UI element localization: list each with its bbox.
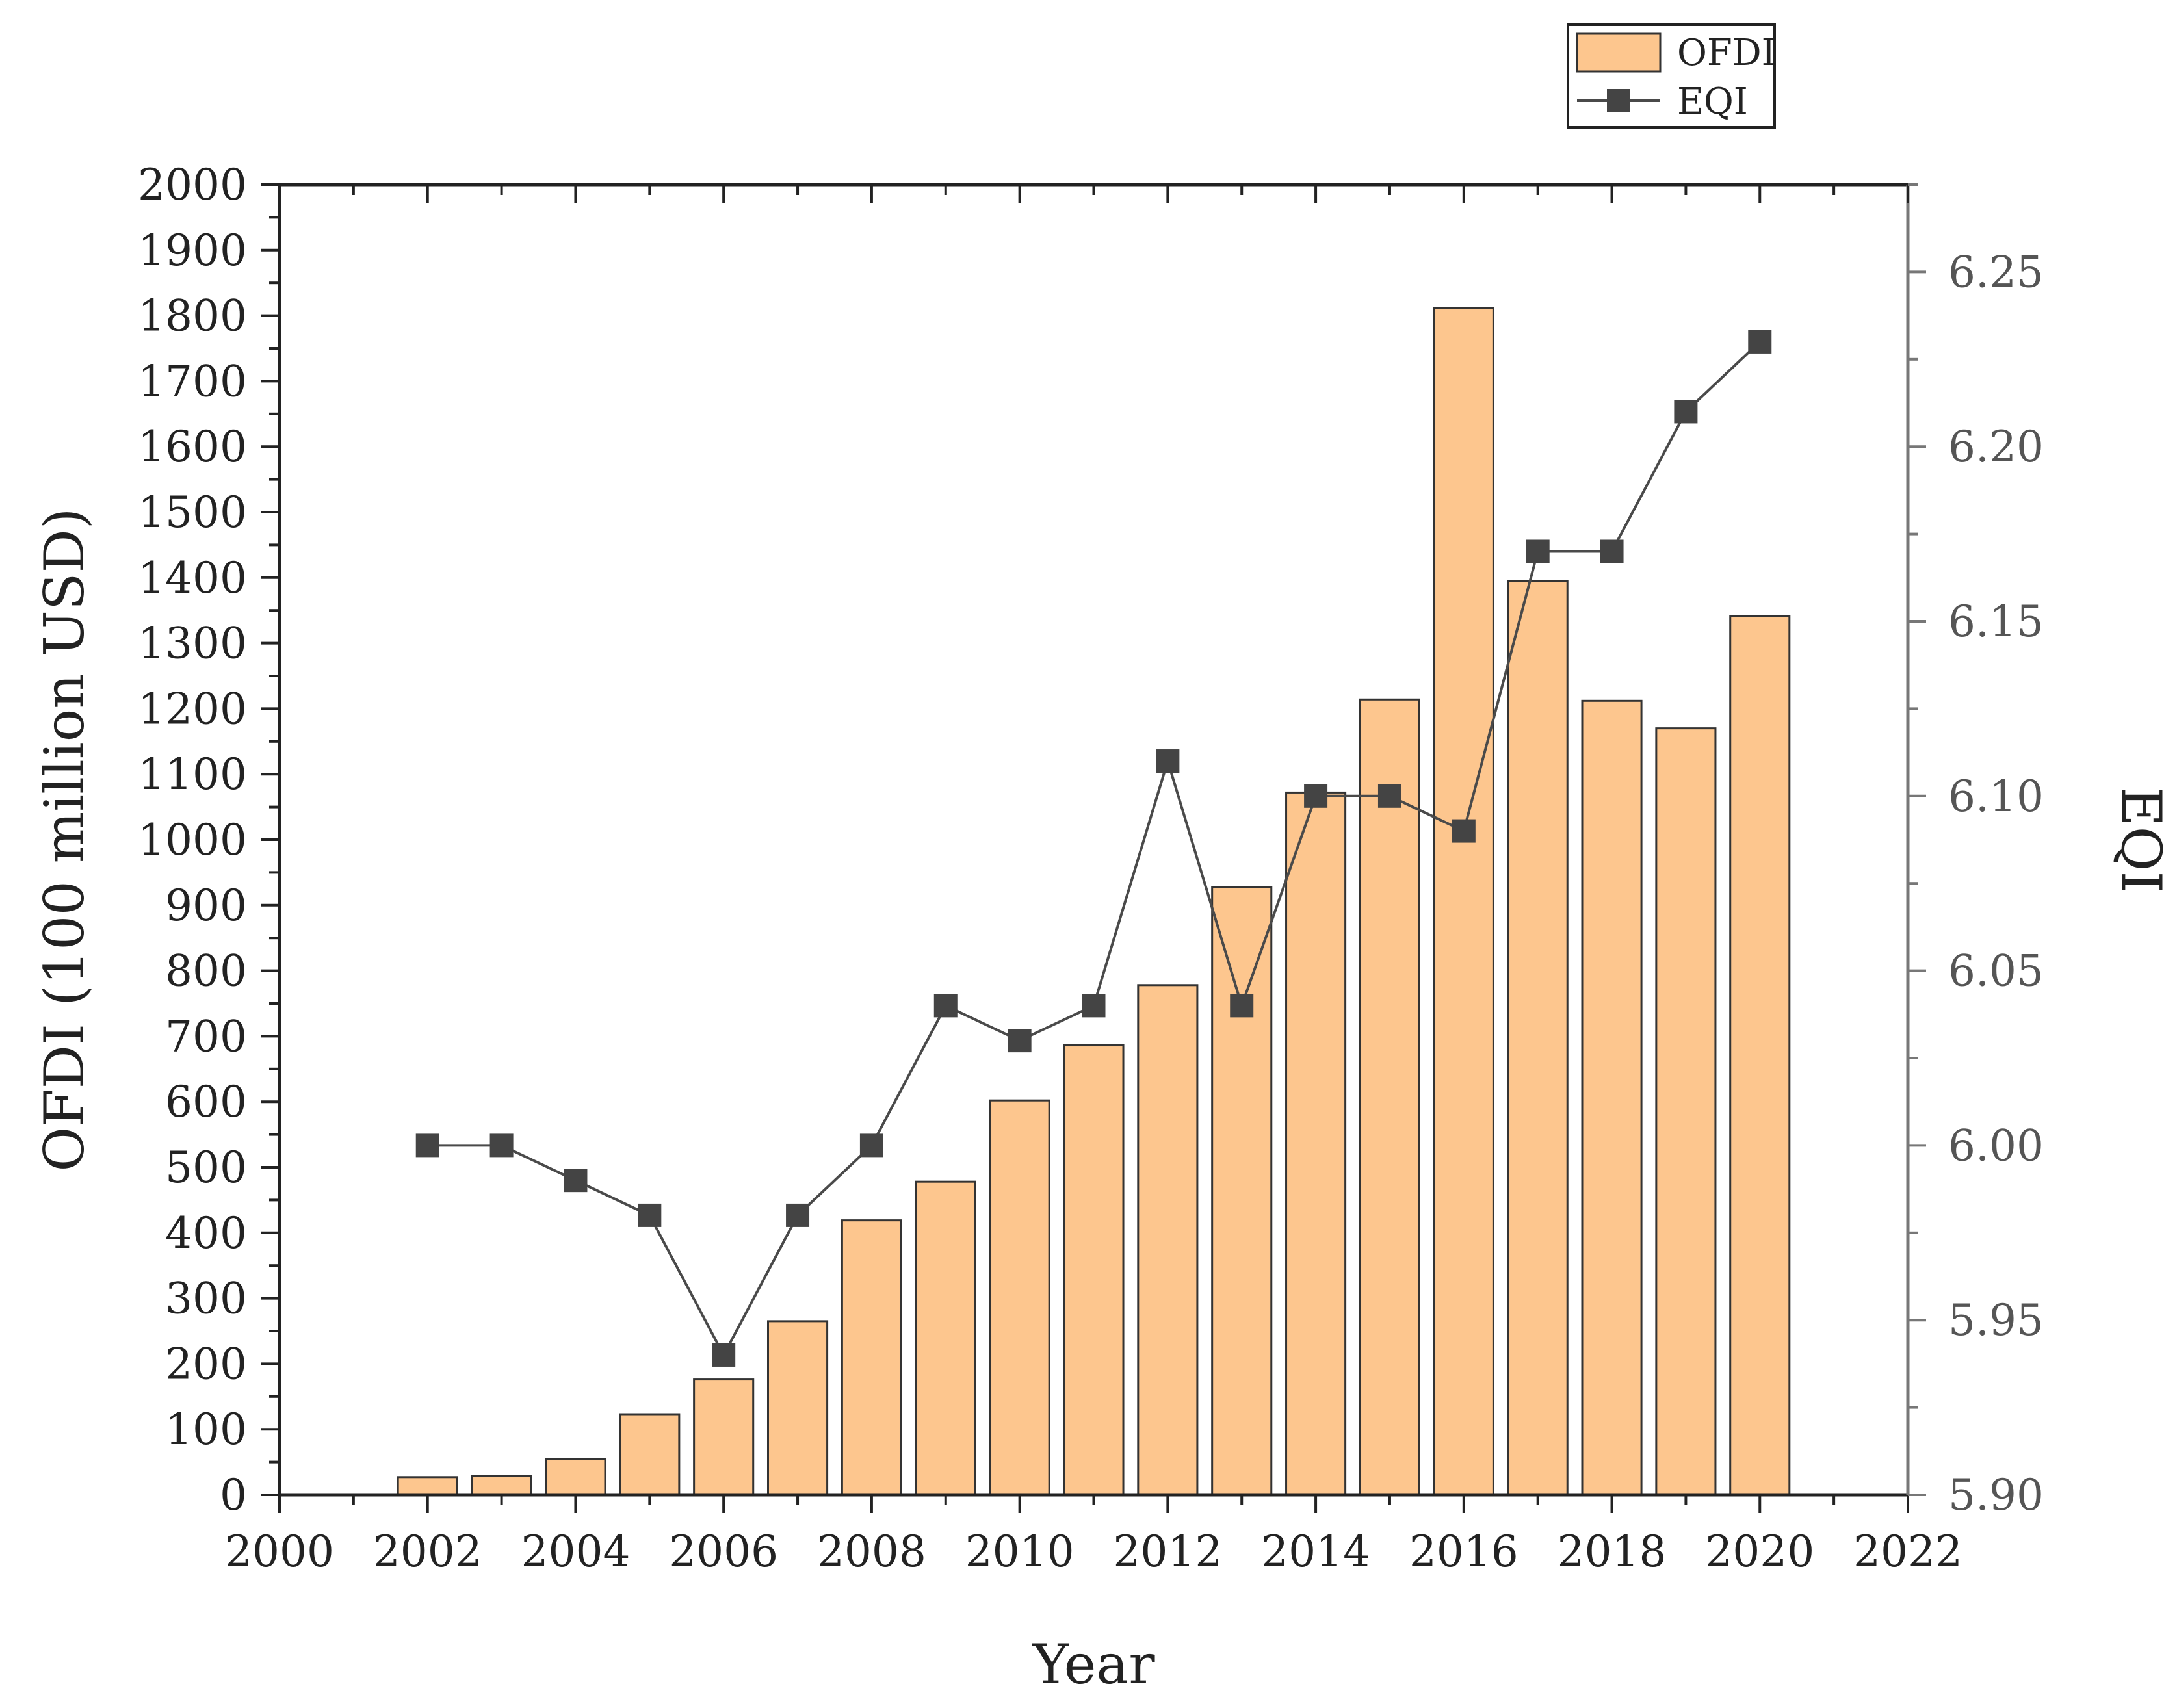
x-tick-label: 2014	[1261, 1527, 1370, 1577]
y2-tick-label: 5.90	[1948, 1470, 2044, 1520]
bar-ofdi-2007	[767, 1320, 829, 1496]
y-tick-label: 1100	[138, 749, 247, 799]
y-tick-label: 1500	[138, 487, 247, 537]
bar-ofdi-2019	[1655, 727, 1717, 1496]
legend: OFDI EQI	[1567, 23, 1776, 129]
bar-ofdi-2004	[545, 1458, 606, 1496]
x-tick-label: 2012	[1113, 1527, 1222, 1577]
eqi-point-2007	[786, 1203, 810, 1227]
eqi-point-2019	[1674, 400, 1698, 424]
eqi-point-2016	[1452, 819, 1476, 843]
y2-tick-label: 6.05	[1948, 946, 2044, 996]
bar-ofdi-2016	[1433, 307, 1494, 1496]
y-tick-label: 1900	[138, 226, 247, 276]
bar-ofdi-2009	[915, 1180, 976, 1496]
y-tick-label: 500	[165, 1143, 247, 1193]
y-tick-label: 1300	[138, 619, 247, 669]
y-tick-label: 1200	[138, 684, 247, 734]
y2-tick-label: 5.95	[1948, 1295, 2044, 1345]
y-tick-label: 700	[165, 1011, 247, 1061]
x-tick-label: 2004	[521, 1527, 630, 1577]
y-tick-label: 900	[165, 881, 247, 931]
bar-ofdi-2012	[1137, 984, 1199, 1496]
eqi-point-2017	[1526, 539, 1550, 563]
y-axis-title: OFDI (100 million USD)	[33, 508, 96, 1171]
y-tick-label: 600	[165, 1077, 247, 1127]
y-tick-label: 2000	[138, 160, 247, 210]
eqi-point-2004	[564, 1169, 588, 1193]
legend-ofdi-label: OFDI	[1677, 32, 1776, 74]
bar-ofdi-2013	[1211, 886, 1273, 1496]
bar-ofdi-2002	[397, 1476, 458, 1496]
y2-tick-label: 6.20	[1948, 422, 2044, 472]
y2-tick-label: 6.25	[1948, 247, 2044, 297]
eqi-point-2005	[638, 1203, 662, 1227]
y-tick-label: 100	[165, 1404, 247, 1455]
y-tick-label: 400	[165, 1208, 247, 1258]
y-tick-label: 0	[220, 1470, 247, 1520]
y2-tick-label: 6.15	[1948, 597, 2044, 647]
eqi-point-2002	[415, 1133, 439, 1158]
eqi-line-layer	[415, 330, 1772, 1367]
y-tick-label: 300	[165, 1274, 247, 1324]
y-tick-label: 800	[165, 946, 247, 996]
bar-ofdi-2018	[1581, 699, 1643, 1496]
eqi-point-2012	[1156, 749, 1180, 773]
bar-ofdi-2020	[1729, 615, 1791, 1496]
y-tick-label: 1800	[138, 291, 247, 341]
eqi-point-2015	[1377, 784, 1401, 808]
eqi-point-2003	[489, 1133, 514, 1158]
eqi-point-2018	[1600, 539, 1624, 563]
x-tick-label: 2008	[817, 1527, 926, 1577]
x-tick-label: 2016	[1409, 1527, 1519, 1577]
y-tick-label: 1700	[138, 356, 247, 406]
legend-eqi-label: EQI	[1677, 81, 1748, 123]
x-axis-title: Year	[1032, 1633, 1155, 1696]
bar-ofdi-2005	[619, 1413, 681, 1496]
bar-ofdi-2015	[1359, 698, 1421, 1496]
y-tick-label: 1000	[138, 815, 247, 865]
bar-ofdi-2011	[1063, 1044, 1125, 1496]
y2-axis-title: EQI	[2109, 786, 2164, 892]
eqi-point-2013	[1230, 994, 1254, 1018]
bar-ofdi-2017	[1507, 580, 1569, 1496]
legend-eqi-marker	[1607, 89, 1630, 112]
y2-tick-label: 6.00	[1948, 1120, 2044, 1171]
y-tick-label: 1400	[138, 553, 247, 603]
x-tick-label: 2006	[669, 1527, 778, 1577]
bars-layer	[397, 307, 1791, 1496]
eqi-point-2020	[1748, 330, 1772, 354]
bar-ofdi-2006	[693, 1378, 755, 1496]
axes-layer: 2000 2002 2004 2006 2008 2010 2012 2014 2016 2018…	[33, 160, 2164, 1696]
x-tick-label: 2000	[225, 1527, 334, 1577]
eqi-point-2008	[859, 1133, 883, 1158]
eqi-point-2011	[1082, 994, 1106, 1018]
x-tick-label: 2010	[965, 1527, 1075, 1577]
x-tick-label: 2018	[1558, 1527, 1667, 1577]
x-tick-label: 2022	[1853, 1527, 1962, 1577]
eqi-point-2009	[933, 994, 958, 1018]
bar-ofdi-2010	[989, 1099, 1050, 1496]
legend-ofdi-swatch	[1576, 32, 1662, 73]
x-tick-label: 2002	[373, 1527, 482, 1577]
bar-ofdi-2003	[471, 1475, 532, 1496]
bar-ofdi-2008	[841, 1219, 902, 1496]
eqi-point-2010	[1008, 1029, 1032, 1053]
y2-tick-label: 6.10	[1948, 771, 2044, 822]
bar-ofdi-2014	[1285, 791, 1347, 1496]
eqi-point-2006	[712, 1343, 736, 1367]
y-tick-label: 1600	[138, 422, 247, 472]
eqi-point-2014	[1304, 784, 1328, 808]
y-tick-label: 200	[165, 1339, 247, 1389]
x-tick-label: 2020	[1705, 1527, 1814, 1577]
